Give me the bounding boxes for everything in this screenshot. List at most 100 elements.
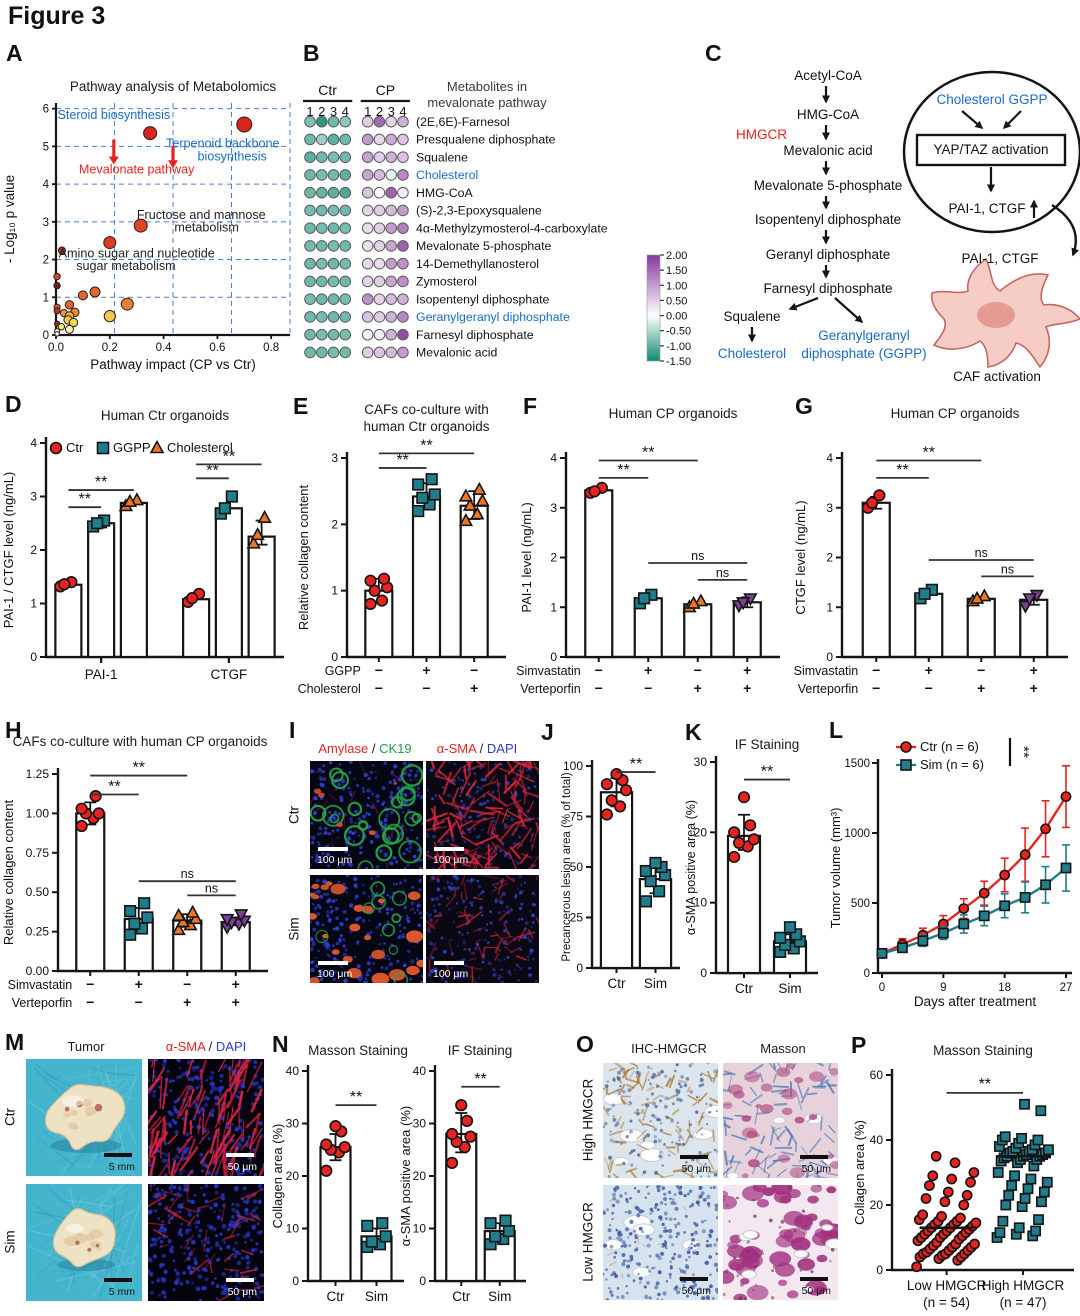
scale-label: 100 μm [317,854,353,866]
scale-label: 50 μm [681,1163,711,1175]
svg-text:−: − [872,662,880,678]
scale-bar [104,1153,132,1157]
svg-text:6: 6 [43,104,49,116]
svg-text:2: 2 [826,551,833,565]
svg-text:2: 2 [331,517,338,531]
svg-text:1.00: 1.00 [26,806,50,820]
svg-text:ns: ns [181,867,194,881]
svg-text:PAI-1 / CTGF level (ng/mL): PAI-1 / CTGF level (ng/mL) [1,472,16,629]
svg-text:0: 0 [292,1274,299,1288]
svg-text:40: 40 [413,1064,427,1078]
svg-text:+: + [925,662,933,678]
svg-text:0.0: 0.0 [48,342,64,354]
svg-text:**: ** [350,1089,362,1106]
svg-text:Mevalonate 5-phosphate: Mevalonate 5-phosphate [416,239,552,253]
pathway-arrows [748,86,1038,343]
svg-text:Simvastatin: Simvastatin [516,664,581,678]
svg-text:Mevalonic acid: Mevalonic acid [416,346,497,360]
svg-text:+: + [232,994,240,1010]
svg-text:**: ** [617,462,629,479]
scale-label: 50 μm [227,1161,257,1173]
svg-text:1: 1 [550,600,557,614]
micrograph-column-title: α-SMA / DAPI [165,1039,247,1054]
micrograph-if_tumor_sim: 50 μm [148,1184,264,1301]
svg-text:Sim: Sim [644,976,667,991]
svg-text:Human CP organoids: Human CP organoids [609,406,738,421]
svg-text:IF Staining: IF Staining [735,737,800,752]
svg-text:1: 1 [826,600,833,614]
yap-taz-box [915,133,1067,167]
svg-text:Cholesterol: Cholesterol [416,168,478,182]
circle-input-label: Cholesterol GGPP [936,92,1048,107]
panel-label-a: A [6,40,23,66]
svg-text:Ctr: Ctr [327,1289,346,1304]
svg-text:10: 10 [286,1222,300,1236]
node-farnesyl-diphosphate: Farnesyl diphosphate [763,281,893,296]
svg-text:50: 50 [570,860,584,874]
svg-text:GGPP: GGPP [325,664,361,678]
svg-text:25: 25 [570,911,584,925]
svg-text:Farnesyl diphosphate: Farnesyl diphosphate [416,328,534,342]
svg-text:14-Demethyllanosterol: 14-Demethyllanosterol [416,257,539,271]
svg-text:3: 3 [43,217,49,229]
svg-text:3: 3 [30,490,37,504]
svg-text:0: 0 [879,982,885,994]
panel-label-j: J [541,719,554,745]
svg-text:1: 1 [43,292,49,304]
svg-text:+: + [644,662,652,678]
svg-text:20: 20 [286,1169,300,1183]
svg-text:mevalonate pathway: mevalonate pathway [427,95,547,110]
svg-text:100: 100 [563,759,583,773]
svg-text:Collagen area (%): Collagen area (%) [852,1120,867,1225]
micrograph-ihc_low: 50 μm [603,1185,718,1300]
svg-text:30: 30 [413,1117,427,1131]
if-staining-micrographs: Amylase / CK19 α-SMA / DAPI Ctr Sim 100 μm 10… [280,715,562,1021]
node-isopentenyl-diphosphate: Isopentenyl diphosphate [754,212,902,227]
svg-text:0: 0 [30,650,37,664]
svg-text:Human CP organoids: Human CP organoids [891,406,1020,421]
svg-text:40: 40 [870,1133,884,1147]
svg-text:**: ** [630,756,642,773]
micrograph-masson_high: 50 μm [723,1063,838,1178]
svg-text:Human Ctr organoids: Human Ctr organoids [101,408,230,423]
svg-text:3: 3 [826,501,833,515]
svg-text:- Log₁₀ p value: - Log₁₀ p value [2,175,17,263]
svg-text:sugar metabolism: sugar metabolism [76,259,175,273]
svg-text:30: 30 [694,755,708,769]
micrograph-row-label: High HMGCR [580,1078,596,1162]
svg-text:**: ** [95,474,107,491]
svg-text:α-SMA positive area (%): α-SMA positive area (%) [398,1106,413,1246]
svg-text:Squalene: Squalene [416,150,468,164]
svg-text:**: ** [420,437,432,454]
pathway-analysis-scatter-chart: Pathway analysis of Metabolomics 0.0 0.2 0.… [2,79,291,372]
svg-text:3: 3 [331,451,338,465]
svg-text:1.25: 1.25 [26,767,50,781]
svg-text:**: ** [108,778,120,795]
svg-text:Pathway analysis of Metabolomi: Pathway analysis of Metabolomics [70,79,277,94]
panel-label-p: P [851,1032,867,1058]
circle-output-label: PAI-1, CTGF [948,201,1026,216]
svg-text:0.25: 0.25 [26,925,50,939]
svg-text:CAFs co-culture with human CP: CAFs co-culture with human CP organoids [13,734,268,749]
enzyme-hmgcr: HMGCR [736,127,787,142]
svg-text:-0.50: -0.50 [666,326,691,338]
micrograph-tumor_ctr: 5 mm [26,1059,142,1176]
svg-text:GGPP: GGPP [113,440,151,455]
scale-bar [434,961,464,965]
scale-bar [680,1277,708,1281]
svg-text:Relative collagen content: Relative collagen content [296,484,311,630]
svg-text:ns: ns [716,566,729,580]
svg-text:−: − [422,680,430,696]
svg-text:2: 2 [376,104,383,119]
svg-text:ns: ns [205,881,218,895]
svg-text:Terpenoid backbone: Terpenoid backbone [166,137,279,151]
panel-label-n: N [272,1031,289,1057]
svg-text:0.2: 0.2 [102,342,118,354]
svg-text:−: − [977,662,985,678]
svg-text:Ctr: Ctr [608,976,627,991]
cp-organoids-ctgf-bar-chart: Human CP organoids 0 1 2 3 4 CTGF level (ng/mL… [793,406,1068,696]
panel-label-k: K [685,719,702,745]
svg-text:10: 10 [694,896,708,910]
